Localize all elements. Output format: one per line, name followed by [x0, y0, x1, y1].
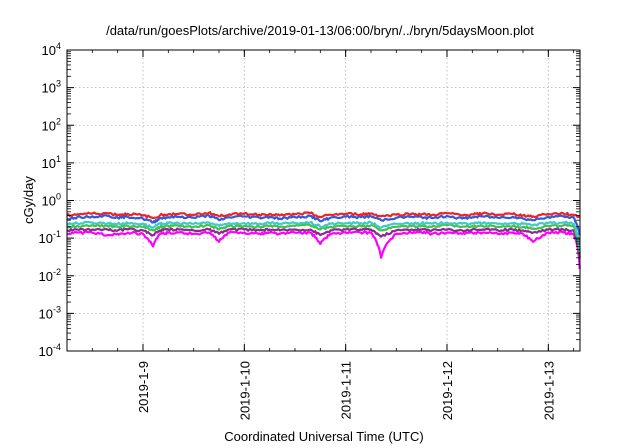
chart-title: /data/run/goesPlots/archive/2019-01-13/0… — [106, 23, 534, 38]
y-axis-label: cGy/day — [21, 176, 36, 224]
series-line — [66, 213, 581, 236]
x-tick-label: 2019-1-12 — [440, 361, 455, 420]
x-tick-label: 2019-1-10 — [237, 361, 252, 420]
y-tick-label: 104 — [42, 41, 61, 58]
y-tick-label: 102 — [42, 116, 61, 133]
y-tick-label: 10-3 — [39, 304, 61, 321]
series-line — [66, 211, 581, 220]
y-axis: 10-4 10-3 10-2 10-1 100 101 102 103 104 — [39, 41, 580, 359]
y-tick-label: 101 — [42, 154, 61, 171]
x-axis-label: Coordinated Universal Time (UTC) — [224, 429, 423, 444]
x-tick-label: 2019-1-9 — [136, 361, 151, 413]
series-line — [66, 227, 581, 258]
y-tick-label: 100 — [42, 192, 61, 209]
y-tick-label: 10-1 — [39, 229, 61, 246]
series-line — [66, 223, 581, 254]
series-layer — [66, 211, 581, 270]
y-tick-label: 10-2 — [39, 267, 61, 284]
x-axis: 2019-1-9 2019-1-10 2019-1-11 2019-1-12 2019-… — [91, 50, 575, 420]
x-tick-label: 2019-1-11 — [339, 361, 354, 419]
y-tick-label: 10-4 — [39, 342, 61, 359]
grid — [67, 50, 580, 351]
series-line — [66, 220, 581, 250]
series-line — [66, 230, 581, 270]
y-tick-label: 103 — [42, 79, 61, 96]
x-tick-label: 2019-1-13 — [541, 361, 556, 420]
